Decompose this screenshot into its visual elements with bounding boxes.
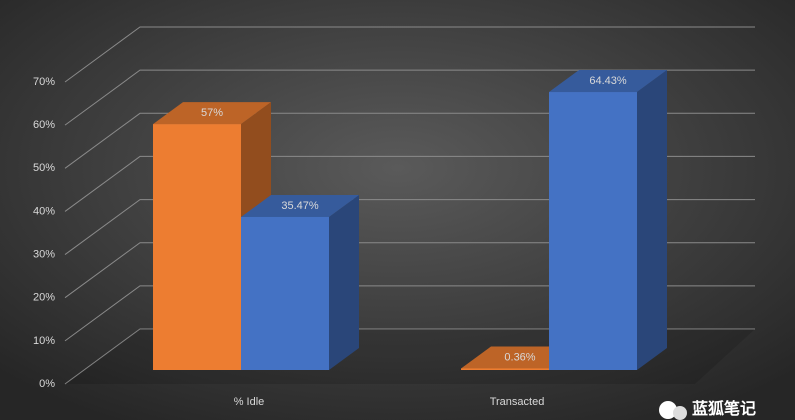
watermark-text: 蓝狐笔记 — [692, 399, 756, 418]
bar-side — [329, 194, 359, 370]
watermark-icon — [673, 406, 687, 420]
bar-front — [461, 368, 549, 370]
x-tick-label: Transacted — [490, 396, 545, 408]
bar-front — [549, 92, 637, 370]
data-label: 35.47% — [281, 200, 319, 212]
x-tick-label: % Idle — [234, 396, 265, 408]
watermark: 蓝狐笔记 — [659, 399, 756, 420]
bar-top — [241, 194, 359, 217]
y-tick-label: 50% — [33, 162, 55, 174]
y-tick-label: 70% — [33, 76, 55, 88]
y-tick-label: 0% — [39, 378, 55, 390]
data-label: 64.43% — [589, 75, 627, 87]
data-label: 57% — [201, 107, 223, 119]
bar-front — [241, 216, 329, 370]
watermark-icon — [659, 401, 677, 419]
grid-line — [64, 26, 755, 83]
y-tick-label: 30% — [33, 248, 55, 260]
y-tick-label: 40% — [33, 205, 55, 217]
bar-top — [549, 70, 667, 93]
grid-line — [64, 69, 755, 126]
y-tick-label: 60% — [33, 119, 55, 131]
bar-top — [153, 102, 271, 125]
bar: 35.47% — [241, 194, 359, 370]
bar: 64.43% — [549, 70, 667, 370]
y-tick-label: 20% — [33, 292, 55, 304]
bar-side — [637, 70, 667, 370]
data-label: 0.36% — [504, 351, 535, 363]
y-tick-label: 10% — [33, 335, 55, 347]
bar-front — [153, 124, 241, 370]
